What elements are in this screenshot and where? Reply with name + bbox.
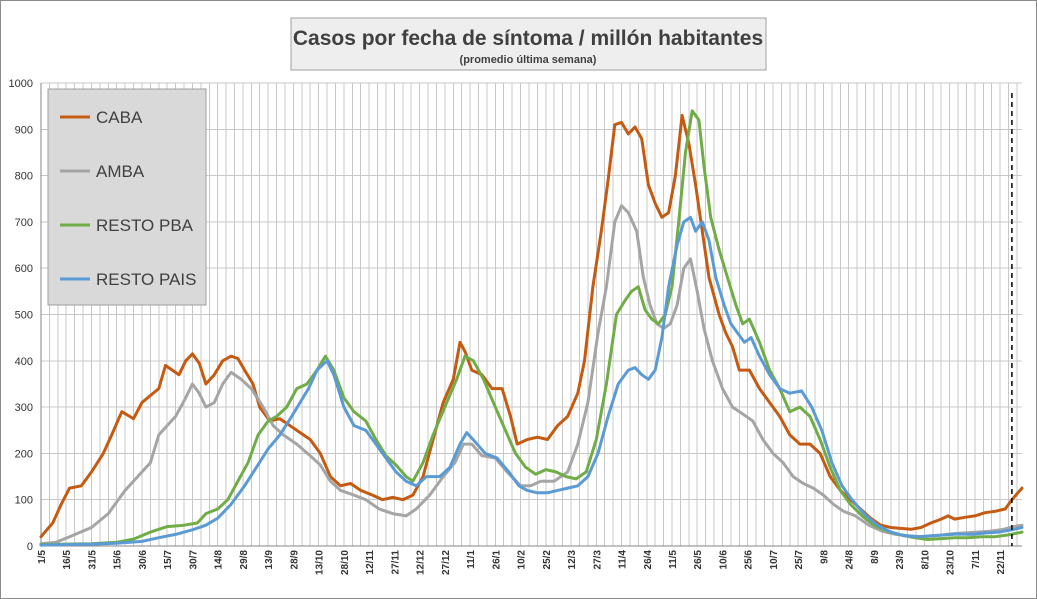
x-tick-label: 30/6	[138, 550, 149, 570]
y-tick-label: 100	[15, 495, 33, 507]
series-line-amba	[39, 204, 1024, 546]
x-tick-label: 10/2	[517, 550, 528, 570]
x-tick-label: 23/10	[946, 550, 957, 575]
x-tick-label: 28/9	[289, 550, 300, 570]
x-tick-label: 12/12	[416, 550, 427, 575]
y-tick-label: 700	[15, 217, 33, 229]
legend-label: RESTO PAIS	[96, 270, 196, 289]
x-tick-label: 25/2	[542, 550, 553, 570]
y-tick-label: 800	[15, 171, 33, 183]
chart-title: Casos por fecha de síntoma / millón habi…	[293, 27, 763, 50]
chart-subtitle: (promedio última semana)	[460, 54, 597, 66]
x-tick-label: 7/11	[971, 550, 982, 569]
x-tick-label: 8/10	[920, 550, 931, 570]
legend: CABA AMBA RESTO PBA RESTO PAIS	[47, 88, 207, 306]
x-tick-label: 13/10	[315, 550, 326, 575]
x-tick-label: 29/8	[239, 550, 250, 570]
x-tick-label: 26/1	[491, 550, 502, 570]
x-tick-label: 11/5	[668, 550, 679, 569]
x-tick-label: 11/4	[618, 550, 629, 569]
x-tick-label: 1/5	[37, 550, 48, 564]
x-tick-label: 28/10	[340, 550, 351, 575]
x-tick-label: 15/6	[113, 550, 124, 570]
title-box	[290, 17, 767, 71]
x-tick-label: 14/8	[214, 550, 225, 570]
y-tick-label: 900	[15, 124, 33, 136]
x-tick-label: 30/7	[188, 550, 199, 570]
x-axis-ticks: 1/5 16/5 31/5 15/6 30/6 15/7 30/7 14/8 29/8 13/9 2…	[37, 550, 1007, 575]
y-tick-label: 200	[15, 448, 33, 460]
x-tick-label: 8/9	[870, 550, 881, 564]
x-tick-label: 25/6	[744, 550, 755, 570]
x-tick-label: 27/3	[592, 550, 603, 570]
x-tick-label: 27/12	[441, 550, 452, 575]
x-tick-label: 9/8	[819, 550, 830, 564]
y-tick-label: 400	[15, 356, 33, 368]
series-lines	[39, 109, 1024, 547]
title-block: Casos por fecha de síntoma / millón habi…	[290, 17, 767, 71]
axes	[40, 83, 1022, 547]
x-tick-label: 12/3	[567, 550, 578, 570]
x-tick-label: 22/11	[996, 550, 1007, 575]
x-tick-label: 23/9	[895, 550, 906, 570]
y-tick-label: 300	[15, 402, 33, 414]
x-tick-label: 24/8	[845, 550, 856, 570]
x-tick-label: 16/5	[62, 550, 73, 570]
y-tick-label: 500	[15, 310, 33, 322]
series-line-resto-pba	[39, 109, 1024, 547]
legend-label: RESTO PBA	[96, 216, 194, 235]
legend-label: CABA	[96, 108, 143, 127]
series-line-resto-pais	[39, 215, 1024, 547]
legend-label: AMBA	[96, 162, 145, 181]
x-tick-label: 31/5	[87, 550, 98, 570]
x-tick-label: 13/9	[264, 550, 275, 570]
x-tick-label: 12/11	[365, 550, 376, 575]
x-tick-label: 15/7	[163, 550, 174, 570]
x-tick-label: 26/5	[693, 550, 704, 570]
x-tick-label: 26/4	[643, 550, 654, 570]
legend-box	[47, 88, 207, 306]
x-tick-label: 10/7	[769, 550, 780, 570]
y-tick-label: 0	[27, 541, 33, 553]
x-tick-label: 27/11	[390, 550, 401, 575]
x-tick-label: 11/1	[466, 550, 477, 569]
y-tick-label: 600	[15, 263, 33, 275]
y-tick-label: 1000	[9, 78, 33, 90]
x-tick-label: 10/6	[718, 550, 729, 570]
x-tick-label: 25/7	[794, 550, 805, 570]
y-axis-ticks: 0 100 200 300 400 500 600 700 800 900 1000	[9, 78, 33, 553]
